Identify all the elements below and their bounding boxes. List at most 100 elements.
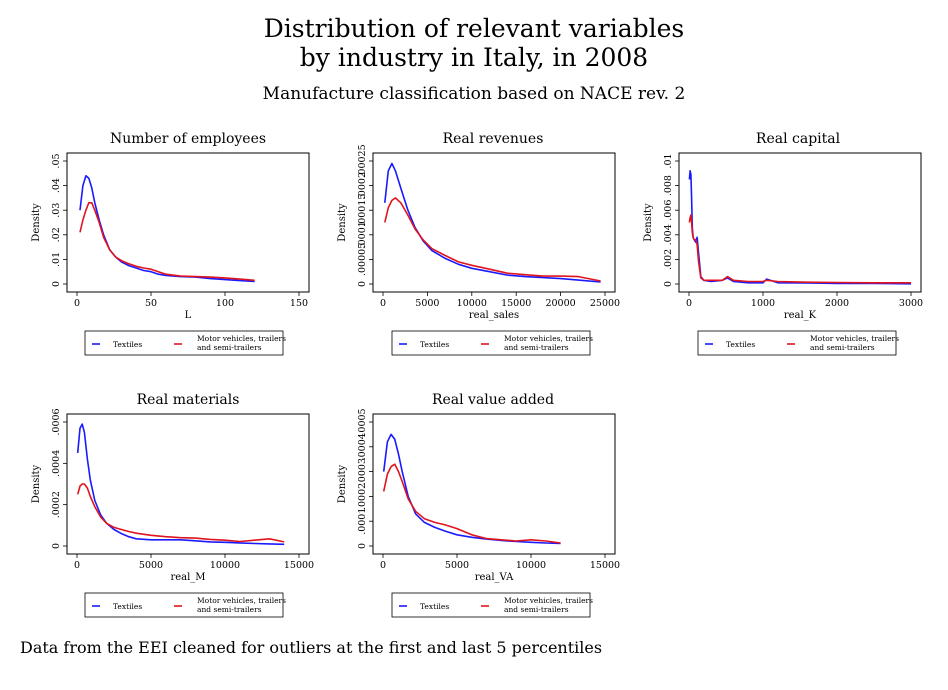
series-line-motor-vehicles [688,214,911,284]
legend-box [84,330,284,356]
panel-title: Real capital [756,131,841,147]
x-axis-label: real_VA [475,572,514,583]
y-tick-label: 0 [357,281,368,287]
x-tick-label: 10000 [210,560,240,571]
legend-label-motor-vehicles-line-2: and semi-trailers [197,343,262,352]
x-tick-label: 50 [145,298,157,309]
y-tick-label: 0 [51,281,62,287]
x-axis-label: L [185,310,192,321]
x-tick-label: 10000 [457,298,487,309]
y-tick-label: 0 [51,543,62,549]
x-tick-label: 10000 [516,560,546,571]
legend-label-motor-vehicles-line-1: Motor vehicles, trailers [197,596,286,605]
y-axis-label: Density [337,464,348,503]
x-tick-label: 100 [216,298,234,309]
y-tick-label: .0005 [357,408,368,435]
y-tick-label: .00015 [357,194,368,227]
y-tick-label: .01 [51,252,62,267]
y-tick-label: .004 [663,224,674,245]
chart-panel-1: Number of employees 0 50 100 150 0 .01 .02 .03 .0… [31,131,310,356]
x-tick-label: 1000 [751,298,775,309]
x-tick-label: 20000 [545,298,575,309]
legend-label-motor-vehicles-line-1: Motor vehicles, trailers [810,334,899,343]
legend-label-textiles: Textiles [113,602,142,611]
y-tick-label: 0 [663,281,674,287]
y-tick-label: .0004 [357,433,368,460]
y-tick-label: .002 [663,249,674,270]
legend-label-textiles: Textiles [420,340,449,349]
x-tick-label: 0 [686,298,692,309]
legend-label-textiles: Textiles [113,340,142,349]
y-tick-label: .0001 [357,221,368,248]
legend-box [391,330,591,356]
chart-panel-2: Real revenues 0 5000 10000 15000 20000 25000 0.… [337,131,620,356]
y-tick-label: .0002 [357,172,368,199]
chart-panel-3: Real capital 0 1000 2000 3000 0 .002 .004 .006 .0… [643,131,923,356]
plot-frame [66,413,310,555]
plot-frame [678,152,922,293]
series-line-motor-vehicles [76,483,285,543]
x-tick-label: 5000 [445,560,469,571]
y-tick-label: .0004 [51,450,62,477]
source-note: Data from the EEI cleaned for outliers a… [20,638,603,657]
panel-title: Number of employees [110,131,266,147]
x-tick-label: 2000 [825,298,849,309]
legend-label-motor-vehicles-line-2: and semi-trailers [197,605,262,614]
x-tick-label: 0 [380,560,386,571]
plot-frame [372,152,616,293]
x-tick-label: 0 [380,298,386,309]
y-tick-label: .008 [663,175,674,196]
y-tick-label: .0001 [357,508,368,535]
series-line-motor-vehicles [79,202,255,282]
legend-label-motor-vehicles-line-2: and semi-trailers [504,605,569,614]
legend-box [697,330,897,356]
figure-title: Distribution of relevant variables by in… [0,14,948,72]
y-tick-label: 0 [357,543,368,549]
series-line-textiles [79,175,255,283]
y-axis-label: Density [31,203,42,242]
series-line-motor-vehicles [384,197,601,282]
y-tick-label: .01 [663,153,674,168]
y-axis-label: Density [31,464,42,503]
legend-label-motor-vehicles-line-2: and semi-trailers [504,343,569,352]
series-line-textiles [384,162,601,283]
legend-label-motor-vehicles-line-2: and semi-trailers [810,343,875,352]
x-tick-label: 5000 [139,560,163,571]
x-tick-label: 15000 [501,298,531,309]
figure-subtitle: Manufacture classification based on NACE… [262,84,686,104]
y-tick-label: .03 [51,203,62,218]
y-tick-label: .05 [51,153,62,168]
x-tick-label: 15000 [284,560,314,571]
y-tick-label: .006 [663,200,674,221]
figure-title-line-1: Distribution of relevant variables [263,14,685,43]
x-tick-label: 15000 [590,560,620,571]
panel-title: Real materials [137,392,240,408]
y-tick-label: .00025 [357,144,368,177]
plot-frame [372,413,616,555]
y-tick-label: .0002 [357,483,368,510]
panel-title: Real revenues [443,131,544,147]
series-line-motor-vehicles [382,463,561,544]
legend-label-motor-vehicles-line-1: Motor vehicles, trailers [504,596,593,605]
legend-box [84,592,284,618]
plot-frame [66,152,310,293]
figure-title-line-2: by industry in Italy, in 2008 [299,43,649,72]
y-axis-label: Density [337,203,348,242]
series-line-textiles [76,423,285,546]
legend-label-textiles: Textiles [420,602,449,611]
legend-label-motor-vehicles-line-1: Motor vehicles, trailers [504,334,593,343]
y-tick-label: .0002 [51,491,62,518]
x-axis-label: real_K [784,310,817,321]
legend-label-motor-vehicles-line-1: Motor vehicles, trailers [197,334,286,343]
legend-label-textiles: Textiles [726,340,755,349]
x-tick-label: 0 [74,298,80,309]
legend-box [391,592,591,618]
x-axis-label: real_M [170,572,205,583]
